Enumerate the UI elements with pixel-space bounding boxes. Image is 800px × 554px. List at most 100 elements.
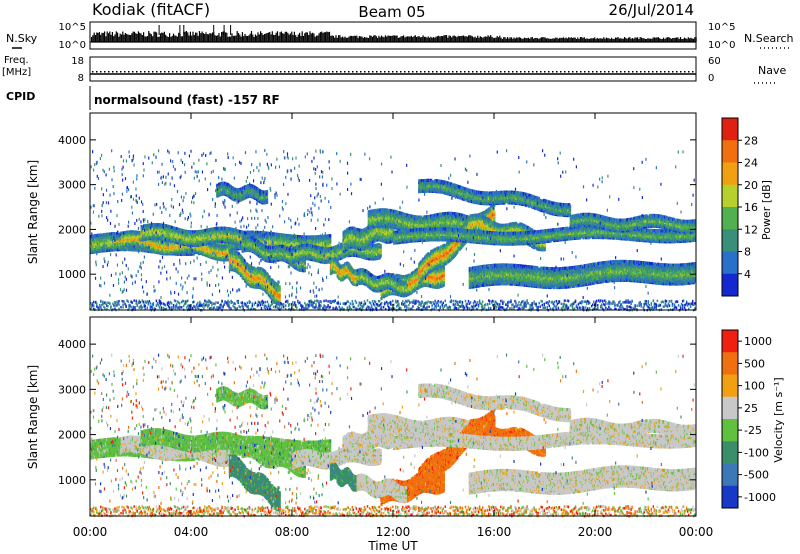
- freq-point: [412, 71, 414, 73]
- freq-point: [584, 71, 586, 73]
- nsky-point: [165, 35, 166, 42]
- nsky-point: [168, 37, 169, 42]
- freq-point: [188, 71, 190, 73]
- nsky-point: [498, 37, 499, 42]
- nsky-point: [516, 37, 517, 42]
- freq-point: [476, 71, 478, 73]
- freq-point: [256, 71, 258, 73]
- nsky-point: [387, 36, 388, 42]
- freq-point: [400, 71, 402, 73]
- nsky-point: [575, 38, 576, 42]
- freq-point: [116, 71, 118, 73]
- freq-point: [276, 71, 278, 73]
- nsky-point: [667, 37, 668, 42]
- nsky-point: [170, 37, 171, 42]
- nsky-point: [98, 33, 99, 42]
- beam-title: Beam 05: [358, 3, 425, 21]
- power-cell: [329, 234, 331, 237]
- nsky-point: [437, 36, 438, 42]
- nsky-point: [152, 36, 153, 42]
- freq-point: [312, 71, 314, 73]
- nsky-spike: [213, 25, 214, 35]
- nsky-point: [316, 36, 317, 42]
- power-heatmap: [90, 149, 696, 311]
- nsky-point: [228, 37, 229, 42]
- nsky-point: [637, 37, 638, 42]
- freq-point: [380, 71, 382, 73]
- freq-point: [632, 71, 634, 73]
- nsky-point: [113, 36, 114, 42]
- nsky-point: [148, 31, 149, 42]
- nsky-point: [295, 35, 296, 42]
- nsky-point: [653, 37, 654, 42]
- nsky-point: [169, 33, 170, 42]
- nsky-point: [126, 34, 127, 42]
- freq-point: [492, 71, 494, 73]
- nsky-point: [114, 34, 115, 42]
- nsky-point: [160, 33, 161, 42]
- freq-point: [556, 71, 558, 73]
- station-title: Kodiak (fitACF): [92, 0, 210, 19]
- freq-point: [408, 71, 410, 73]
- freq-point: [96, 71, 98, 73]
- nsky-point: [159, 37, 160, 42]
- nsky-point: [200, 33, 201, 42]
- nsky-point: [364, 37, 365, 42]
- nsky-point: [424, 37, 425, 42]
- freq-point: [616, 71, 618, 73]
- nsky-point: [488, 35, 489, 42]
- nsky-point: [615, 38, 616, 42]
- nsky-point: [121, 34, 122, 42]
- nsky-point: [303, 36, 304, 42]
- nsky-point: [118, 37, 119, 42]
- nsky-point: [342, 37, 343, 42]
- nsky-point: [566, 38, 567, 42]
- freq-point: [336, 71, 338, 73]
- nsky-point: [328, 32, 329, 42]
- nsky-point: [374, 35, 375, 42]
- nsky-point: [321, 32, 322, 42]
- nsky-point: [122, 32, 123, 42]
- nsky-point: [568, 37, 569, 42]
- nsky-point: [460, 36, 461, 42]
- nsky-point: [313, 33, 314, 42]
- freq-point: [536, 71, 538, 73]
- freq-point: [192, 71, 194, 73]
- nsky-point: [618, 37, 619, 42]
- nsky-point: [480, 36, 481, 42]
- nsky-point: [315, 37, 316, 42]
- freq-point: [532, 71, 534, 73]
- nsky-point: [330, 36, 331, 42]
- nsky-point: [211, 34, 212, 42]
- nsky-point: [259, 34, 260, 42]
- freq-point: [576, 71, 578, 73]
- nsky-point: [497, 36, 498, 42]
- nsky-point: [294, 32, 295, 42]
- nsky-point: [179, 34, 180, 42]
- nsky-point: [196, 33, 197, 42]
- nsky-point: [338, 35, 339, 42]
- nsky-spike: [179, 25, 180, 35]
- freq-point: [300, 71, 302, 73]
- freq-point: [512, 71, 514, 73]
- nsky-point: [94, 33, 95, 42]
- nsky-point: [333, 36, 334, 42]
- nsky-point: [389, 36, 390, 42]
- nsky-point: [491, 37, 492, 42]
- nsky-point: [150, 33, 151, 42]
- nsky-point: [625, 38, 626, 42]
- freq-point: [364, 71, 366, 73]
- nsky-point: [514, 38, 515, 42]
- nsky-point: [471, 36, 472, 42]
- freq-point: [340, 71, 342, 73]
- nsky-point: [226, 33, 227, 42]
- nsky-point: [133, 32, 134, 42]
- nsky-point: [449, 35, 450, 42]
- nsky-point: [281, 32, 282, 42]
- nsky-point: [694, 37, 695, 42]
- freq-point: [424, 71, 426, 73]
- freq-point: [252, 71, 254, 73]
- nsky-point: [144, 36, 145, 42]
- nsky-point: [641, 38, 642, 42]
- freq-point: [508, 71, 510, 73]
